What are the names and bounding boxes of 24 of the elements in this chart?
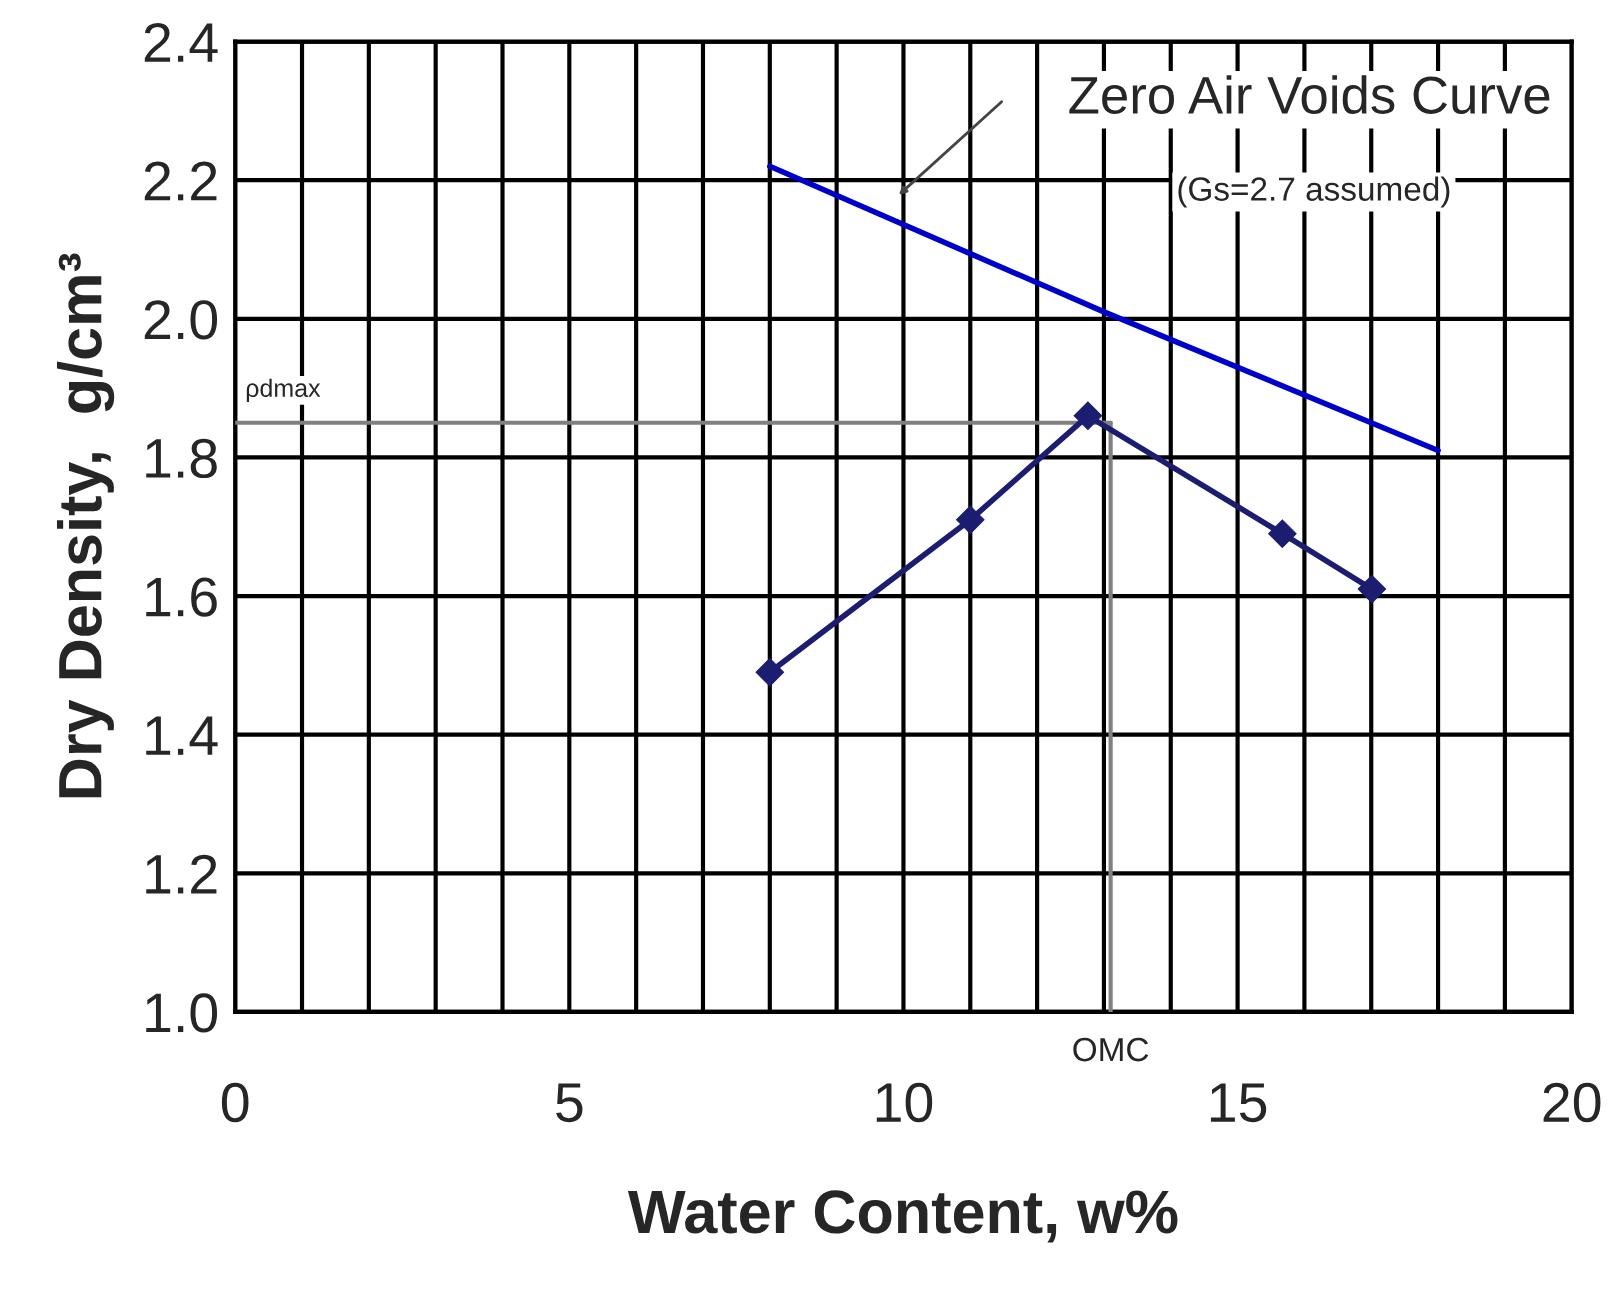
ref-line-label: OMC: [1073, 1037, 1149, 1062]
x-tick-label: 15: [1210, 1083, 1267, 1123]
y-tick-label: 1.6: [146, 577, 217, 617]
point: [1073, 401, 1103, 431]
x-axis-title: Water Content, w%: [627, 1190, 1178, 1243]
y-tick-label: 2.2: [144, 161, 217, 201]
y-tick-label: 1.2: [146, 854, 217, 894]
x-tick-label: 20: [1543, 1082, 1601, 1123]
annotation: Zero Air Voids Curve: [1069, 75, 1550, 114]
x-tick-label: 0: [221, 1082, 249, 1123]
x-tick-label: 5: [556, 1083, 583, 1123]
point: [1357, 574, 1387, 604]
point: [755, 658, 785, 687]
y-tick-label: 2.4: [144, 22, 218, 62]
y-axis-title: Dry Density, g/cm³: [56, 253, 115, 798]
x-tick-label: 10: [876, 1082, 933, 1123]
y-tick-label: 1.8: [146, 438, 217, 479]
annotation: (Gs=2.7 assumed): [1178, 176, 1450, 208]
ref-line-label: ρdmax: [246, 378, 321, 402]
point: [956, 505, 985, 535]
y-tick-label: 2.0: [144, 300, 218, 340]
y-tick-label: 1.4: [146, 716, 218, 755]
point: [1268, 519, 1297, 548]
y-tick-label: 1.0: [146, 993, 218, 1033]
